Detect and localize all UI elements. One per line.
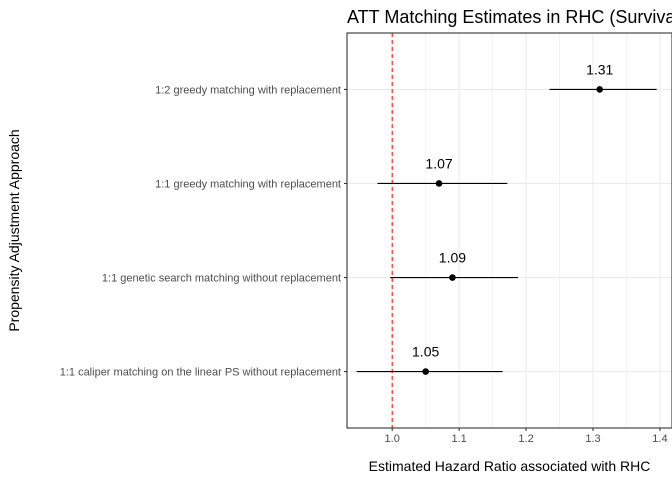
estimate-point xyxy=(435,180,443,187)
panel-border xyxy=(346,32,672,429)
y-tick-label: 1:1 genetic search matching without repl… xyxy=(102,273,341,285)
y-axis-title: Propensity Adjustment Approach xyxy=(6,129,22,331)
estimate-point xyxy=(449,274,456,281)
data-label: 1.31 xyxy=(586,61,613,77)
y-tick-label: 1:2 greedy matching with replacement xyxy=(155,84,341,96)
data-label: 1.05 xyxy=(412,344,439,360)
x-tick-label: 1.1 xyxy=(451,433,466,445)
data-label: 1.09 xyxy=(439,250,466,266)
x-tick-label: 1.0 xyxy=(385,433,400,445)
estimate-point xyxy=(422,368,429,375)
estimate-point xyxy=(596,86,604,93)
y-tick-label: 1:1 greedy matching with replacement xyxy=(155,178,341,190)
chart-title: ATT Matching Estimates in RHC (Survival xyxy=(347,7,672,27)
x-axis-title: Estimated Hazard Ratio associated with R… xyxy=(369,458,651,474)
x-tick-label: 1.3 xyxy=(585,433,600,445)
x-tick-label: 1.4 xyxy=(652,433,667,445)
y-tick-label: 1:1 caliper matching on the linear PS wi… xyxy=(60,367,341,379)
x-tick-label: 1.2 xyxy=(518,433,533,445)
data-label: 1.07 xyxy=(425,155,452,171)
